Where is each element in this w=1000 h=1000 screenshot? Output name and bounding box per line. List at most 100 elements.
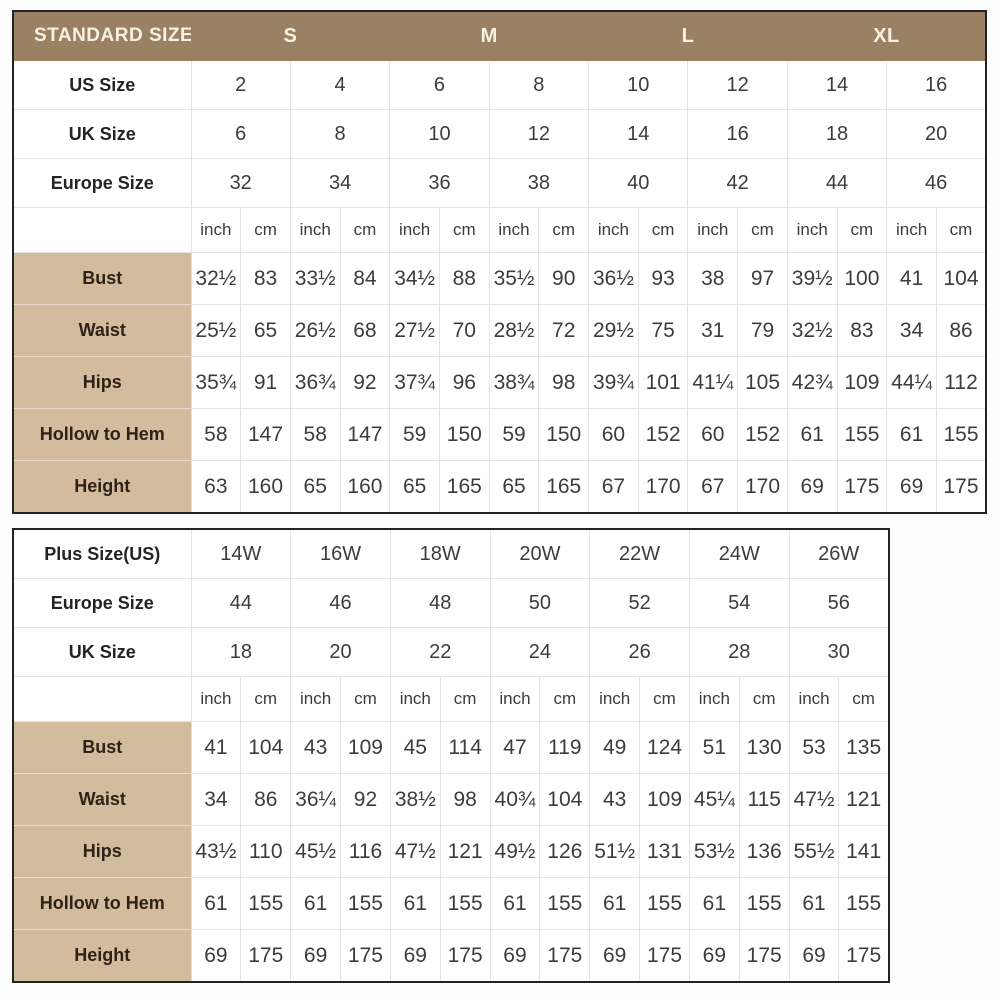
measurement-value: 41¼ [687, 356, 739, 409]
measurement-value: 83 [240, 252, 291, 305]
measurement-value: 155 [836, 408, 888, 461]
measurement-value: 69 [886, 460, 937, 514]
unit-cm-label: cm [838, 676, 890, 722]
measurement-value: 91 [240, 356, 291, 409]
size-row: US Size 2 4 6 8 10 12 14 16 [12, 60, 987, 110]
measurement-value: 136 [738, 825, 790, 878]
measurement-value: 38½ [389, 773, 441, 826]
size-value: 40 [588, 158, 689, 208]
measurement-row: Waist 25½ 65 26½ 68 27½ 70 28½ 72 29½ 75 31 79 32½ 83 3… [12, 304, 987, 357]
measurement-value: 43½ [190, 825, 242, 878]
measurement-row: Bust 41 104 43 109 45 114 47 119 49 124 51 130 53 135 [12, 721, 890, 774]
unit-cm-label: cm [240, 207, 291, 253]
table-title: STANDARD SIZE [12, 10, 192, 61]
measurement-value: 175 [439, 929, 491, 983]
unit-inch-label: inch [190, 207, 242, 253]
size-value: 10 [588, 60, 689, 110]
measurement-value: 109 [340, 721, 391, 774]
measurement-value: 45 [389, 721, 441, 774]
unit-inch-label: inch [389, 676, 441, 722]
measurement-value: 170 [637, 460, 689, 514]
measurement-value: 165 [538, 460, 590, 514]
measurement-value: 58 [289, 408, 341, 461]
empty-label-cell [12, 676, 192, 722]
measurement-value: 90 [538, 252, 590, 305]
measurement-value: 65 [240, 304, 291, 357]
measurement-value: 27½ [389, 304, 440, 357]
unit-row: inch cm inch cm inch cm inch cm inch cm inch cm inch… [12, 207, 987, 253]
measurement-value: 96 [438, 356, 490, 409]
unit-row: inch cm inch cm inch cm inch cm inch cm inch cm inch… [12, 676, 890, 722]
size-value: 14 [786, 60, 888, 110]
measurement-label: Waist [12, 773, 192, 826]
measurement-value: 67 [588, 460, 639, 514]
row-label: UK Size [12, 627, 192, 677]
measurement-value: 175 [340, 929, 391, 983]
measurement-value: 98 [538, 356, 590, 409]
measurement-value: 69 [788, 929, 840, 983]
measurement-value: 152 [737, 408, 788, 461]
size-value: 12 [488, 109, 590, 159]
measurement-value: 124 [639, 721, 690, 774]
size-value: 30 [788, 627, 890, 677]
measurement-value: 116 [340, 825, 391, 878]
size-value: 24 [489, 627, 591, 677]
measurement-value: 59 [389, 408, 440, 461]
measurement-value: 152 [637, 408, 689, 461]
size-value: 10 [389, 109, 490, 159]
size-value: 52 [589, 578, 690, 628]
measurement-value: 110 [240, 825, 292, 878]
measurement-value: 170 [737, 460, 788, 514]
measurement-value: 47½ [389, 825, 441, 878]
measurement-value: 35¾ [190, 356, 242, 409]
size-value: 20 [290, 627, 391, 677]
size-value: 22W [589, 528, 690, 579]
measurement-value: 86 [240, 773, 292, 826]
measurement-value: 36¼ [290, 773, 342, 826]
unit-cm-label: cm [737, 207, 788, 253]
measurement-value: 61 [389, 877, 441, 930]
unit-inch-label: inch [589, 676, 641, 722]
measurement-value: 104 [935, 252, 987, 305]
measurement-value: 60 [588, 408, 639, 461]
measurement-row: Hips 43½ 110 45½ 116 47½ 121 49½ 126 51½ 131 53½ 136… [12, 825, 890, 878]
measurement-value: 59 [488, 408, 540, 461]
measurement-value: 131 [639, 825, 690, 878]
size-row: Europe Size 32 34 36 38 40 42 44 46 [12, 158, 987, 208]
measurement-value: 175 [836, 460, 888, 514]
size-value: 56 [788, 578, 890, 628]
size-value: 16 [687, 109, 788, 159]
unit-inch-label: inch [688, 676, 740, 722]
unit-cm-label: cm [340, 676, 391, 722]
unit-inch-label: inch [488, 207, 540, 253]
unit-inch-label: inch [389, 207, 440, 253]
measurement-value: 92 [339, 356, 391, 409]
measurement-value: 68 [339, 304, 391, 357]
measurement-value: 47 [489, 721, 541, 774]
measurement-value: 53 [788, 721, 840, 774]
size-value: 2 [190, 60, 291, 110]
measurement-label: Height [12, 460, 192, 514]
size-value: 18W [389, 528, 491, 579]
measurement-value: 104 [240, 721, 292, 774]
size-value: 36 [389, 158, 490, 208]
unit-inch-label: inch [190, 676, 242, 722]
measurement-value: 51½ [589, 825, 641, 878]
size-row: UK Size 6 8 10 12 14 16 18 20 [12, 109, 987, 159]
size-value: 4 [289, 60, 391, 110]
measurement-row: Waist 34 86 36¼ 92 38½ 98 40¾ 104 43 109 45¼ 115 47½ 1… [12, 773, 890, 826]
measurement-value: 115 [738, 773, 790, 826]
unit-cm-label: cm [637, 207, 689, 253]
measurement-value: 45½ [290, 825, 342, 878]
size-group-s: S [190, 10, 391, 61]
unit-inch-label: inch [290, 676, 342, 722]
measurement-value: 112 [935, 356, 987, 409]
measurement-label: Hips [12, 356, 192, 409]
measurement-value: 69 [688, 929, 740, 983]
measurement-value: 150 [438, 408, 490, 461]
measurement-row: Hollow to Hem 61 155 61 155 61 155 61 155 61 155 61… [12, 877, 890, 930]
size-value: 26W [788, 528, 890, 579]
measurement-value: 141 [838, 825, 890, 878]
unit-cm-label: cm [935, 207, 987, 253]
size-value: 44 [190, 578, 292, 628]
